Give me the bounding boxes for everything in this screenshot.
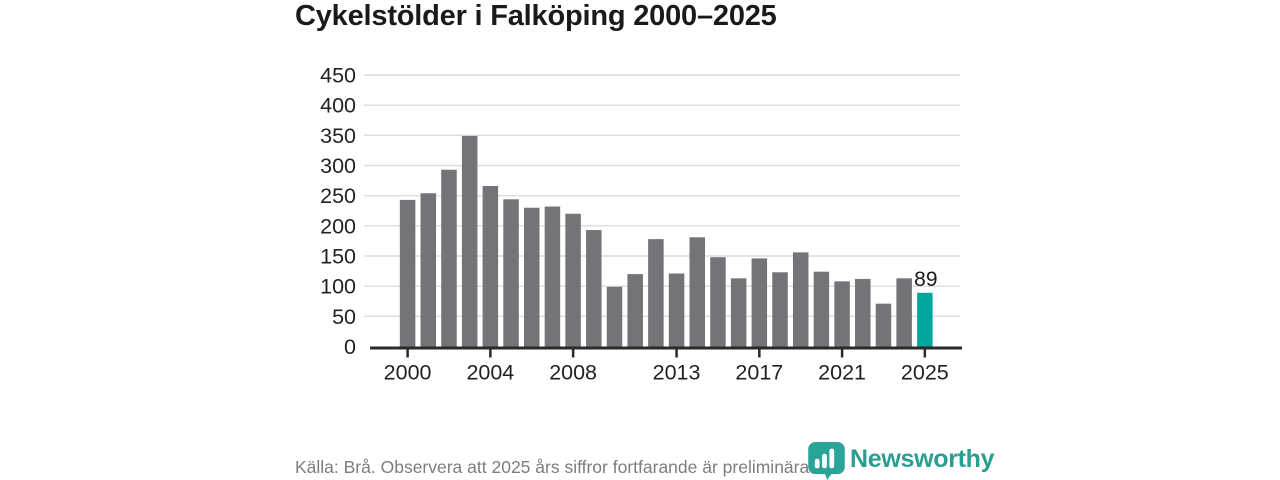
y-axis-label-50: 50 bbox=[332, 305, 356, 329]
source-note: Källa: Brå. Observera att 2025 års siffr… bbox=[295, 457, 815, 477]
y-axis-label-200: 200 bbox=[320, 214, 356, 238]
bar-2024 bbox=[896, 278, 912, 347]
x-axis-label-2008: 2008 bbox=[549, 361, 597, 385]
chart-title: Cykelstölder i Falköping 2000–2025 bbox=[295, 0, 777, 32]
bar-2015 bbox=[710, 257, 726, 347]
y-axis-label-450: 450 bbox=[320, 64, 356, 88]
bar-2014 bbox=[689, 237, 706, 347]
bar-2000 bbox=[399, 199, 416, 347]
newsworthy-barchart-bubble-icon bbox=[808, 442, 845, 480]
bar-2005 bbox=[503, 199, 519, 347]
x-axis-label-2017: 2017 bbox=[735, 361, 783, 385]
bar-2007 bbox=[544, 206, 561, 347]
bar-2023 bbox=[875, 303, 892, 347]
newsworthy-logo-text: Newsworthy bbox=[850, 445, 995, 473]
bar-2006 bbox=[523, 207, 540, 347]
bar-2001 bbox=[420, 193, 437, 347]
y-axis-label-300: 300 bbox=[320, 154, 356, 178]
newsworthy-logo[interactable]: Newsworthy bbox=[808, 442, 995, 480]
x-axis-label-2025: 2025 bbox=[901, 361, 949, 385]
bar-value-label: 89 bbox=[914, 268, 937, 291]
bar-2021 bbox=[834, 281, 850, 347]
bar-2016 bbox=[730, 278, 747, 347]
bar-2009 bbox=[586, 230, 602, 347]
bar-2012 bbox=[648, 239, 664, 347]
y-axis-label-400: 400 bbox=[320, 94, 356, 118]
x-axis-label-2021: 2021 bbox=[818, 361, 866, 385]
bar-2002 bbox=[441, 169, 457, 347]
bar-2017 bbox=[751, 258, 768, 347]
y-axis-label-0: 0 bbox=[344, 335, 356, 359]
bar-2018 bbox=[772, 272, 788, 347]
bar-2008 bbox=[565, 213, 581, 347]
bar-2004 bbox=[482, 186, 499, 347]
bar-2025 bbox=[917, 292, 933, 347]
bar-2020 bbox=[813, 271, 830, 347]
y-axis-label-350: 350 bbox=[320, 124, 356, 148]
bar-2003 bbox=[461, 135, 478, 347]
x-axis-label-2013: 2013 bbox=[653, 361, 701, 385]
x-axis-label-2000: 2000 bbox=[384, 361, 432, 385]
bar-2010 bbox=[606, 286, 623, 347]
bar-2022 bbox=[855, 278, 871, 347]
bar-2019 bbox=[792, 252, 809, 347]
bar-2013 bbox=[668, 273, 685, 347]
bar-2011 bbox=[627, 274, 643, 347]
x-axis-label-2004: 2004 bbox=[466, 361, 514, 385]
y-axis-label-100: 100 bbox=[320, 275, 356, 299]
y-axis-label-150: 150 bbox=[320, 245, 356, 269]
y-axis-label-250: 250 bbox=[320, 184, 356, 208]
